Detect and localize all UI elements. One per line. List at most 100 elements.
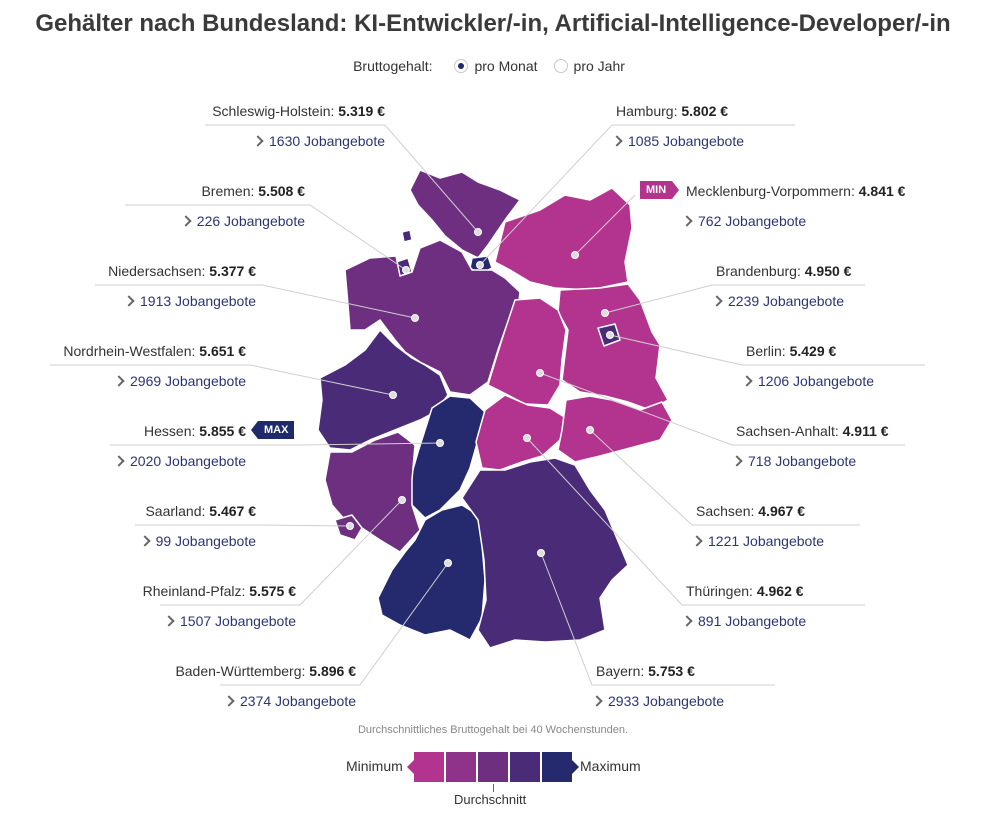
jobs-text-hh[interactable]: 1085 Jobangebote	[628, 133, 744, 149]
state-salary-bb: 4.950 €	[804, 263, 852, 279]
jobs-text-sl[interactable]: 99 Jobangebote	[155, 533, 256, 549]
salary-period-label: Bruttogehalt:	[353, 58, 433, 74]
connector-sachsen-anhalt	[539, 372, 905, 446]
radio-pro-jahr-label[interactable]: pro Jahr	[573, 58, 625, 74]
radio-pro-monat-label[interactable]: pro Monat	[474, 58, 538, 74]
jobs-text-rp[interactable]: 1507 Jobangebote	[180, 613, 296, 629]
chevron-right-icon	[711, 295, 723, 307]
jobs-text-nw[interactable]: 2969 Jobangebote	[130, 373, 246, 389]
state-salary-hh: 5.802 €	[681, 103, 729, 119]
label-hessen: Hessen: 5.855 €	[144, 423, 246, 439]
state-salary-rp: 5.575 €	[249, 583, 296, 599]
jobs-link-sh[interactable]: 1630 Jobangebote	[252, 133, 385, 149]
state-name-bw: Baden-Württemberg:	[175, 663, 306, 679]
legend-max-label: Maximum	[580, 758, 641, 774]
salary-period-selector: Bruttogehalt: pro Monat pro Jahr	[0, 58, 986, 74]
state-name-th: Thüringen:	[686, 583, 753, 599]
jobs-link-hh[interactable]: 1085 Jobangebote	[611, 133, 744, 149]
jobs-link-by[interactable]: 2933 Jobangebote	[591, 693, 724, 709]
state-mecklenburg-vorpommern[interactable]	[494, 187, 633, 291]
label-nordrhein-westfalen: Nordrhein-Westfalen: 5.651 €	[63, 343, 246, 359]
anchor-dot-th	[523, 434, 531, 442]
jobs-text-bw[interactable]: 2374 Jobangebote	[240, 693, 356, 709]
jobs-link-nw[interactable]: 2969 Jobangebote	[113, 373, 246, 389]
jobs-text-ni[interactable]: 1913 Jobangebote	[140, 293, 256, 309]
min-badge: MIN	[640, 181, 680, 199]
state-name-st: Sachsen-Anhalt:	[736, 423, 839, 439]
state-brandenburg[interactable]	[557, 283, 669, 411]
jobs-text-sh[interactable]: 1630 Jobangebote	[269, 133, 385, 149]
chevron-right-icon	[252, 135, 264, 147]
jobs-link-st[interactable]: 718 Jobangebote	[731, 453, 857, 469]
state-bremen-bremerhaven[interactable]	[401, 229, 413, 243]
jobs-text-st[interactable]: 718 Jobangebote	[748, 453, 857, 469]
state-hessen[interactable]	[409, 395, 486, 519]
legend-swatch-3	[478, 752, 508, 782]
connector-niedersachsen	[95, 284, 416, 319]
anchor-dot-bw	[444, 559, 452, 567]
state-sachsen-anhalt[interactable]	[487, 297, 567, 406]
state-baden-wuerttemberg[interactable]	[377, 504, 486, 641]
state-schleswig-holstein[interactable]	[409, 169, 521, 259]
anchor-dot-hh	[476, 261, 484, 269]
chevron-right-icon	[681, 215, 693, 227]
jobs-link-he[interactable]: 2020 Jobangebote	[113, 453, 246, 469]
state-name-mv: Mecklenburg-Vorpommern:	[686, 183, 855, 199]
radio-pro-monat[interactable]: pro Monat	[454, 58, 538, 74]
anchor-dot-by	[537, 549, 545, 557]
jobs-link-th[interactable]: 891 Jobangebote	[681, 613, 807, 629]
jobs-link-hb[interactable]: 226 Jobangebote	[180, 213, 305, 229]
label-sachsen-anhalt: Sachsen-Anhalt: 4.911 €	[736, 423, 889, 439]
chevron-right-icon	[591, 695, 603, 707]
jobs-link-be[interactable]: 1206 Jobangebote	[741, 373, 874, 389]
jobs-link-rp[interactable]: 1507 Jobangebote	[163, 613, 296, 629]
connector-hamburg	[479, 124, 795, 266]
state-salary-nw: 5.651 €	[199, 343, 246, 359]
jobs-link-mv[interactable]: 762 Jobangebote	[681, 213, 807, 229]
jobs-text-th[interactable]: 891 Jobangebote	[698, 613, 807, 629]
state-thueringen[interactable]	[475, 394, 567, 471]
connector-berlin	[609, 334, 925, 366]
jobs-text-by[interactable]: 2933 Jobangebote	[608, 693, 724, 709]
state-salary-sh: 5.319 €	[338, 103, 385, 119]
label-rheinland-pfalz: Rheinland-Pfalz: 5.575 €	[143, 583, 296, 599]
anchor-dot-st	[536, 369, 544, 377]
jobs-text-be[interactable]: 1206 Jobangebote	[758, 373, 874, 389]
legend-swatch-4	[510, 752, 540, 782]
state-salary-mv: 4.841 €	[858, 183, 906, 199]
radio-pro-jahr-dot[interactable]	[553, 59, 568, 73]
jobs-link-sn[interactable]: 1221 Jobangebote	[691, 533, 824, 549]
state-salary-be: 5.429 €	[789, 343, 837, 359]
legend-swatches	[414, 752, 574, 782]
chevron-right-icon	[731, 455, 743, 467]
anchor-dot-he	[436, 439, 444, 447]
state-name-hh: Hamburg:	[616, 103, 678, 119]
jobs-link-bw[interactable]: 2374 Jobangebote	[223, 693, 356, 709]
legend-min-label: Minimum	[346, 758, 403, 774]
jobs-text-sn[interactable]: 1221 Jobangebote	[708, 533, 824, 549]
chevron-right-icon	[223, 695, 235, 707]
label-baden-wuerttemberg: Baden-Württemberg: 5.896 €	[175, 663, 356, 679]
jobs-text-hb[interactable]: 226 Jobangebote	[196, 213, 305, 229]
legend-average-label: Durchschnitt	[454, 792, 527, 807]
connector-bayern	[540, 552, 775, 686]
anchor-dot-ni	[411, 314, 419, 322]
jobs-text-bb[interactable]: 2239 Jobangebote	[728, 293, 844, 309]
radio-pro-monat-dot[interactable]	[454, 59, 469, 73]
state-salary-by: 5.753 €	[648, 663, 695, 679]
state-name-hb: Bremen:	[201, 183, 255, 199]
chevron-right-icon	[113, 375, 125, 387]
jobs-text-he[interactable]: 2020 Jobangebote	[130, 453, 246, 469]
jobs-link-sl[interactable]: 99 Jobangebote	[138, 533, 256, 549]
legend-arrow-left-icon	[407, 760, 414, 774]
state-name-sn: Sachsen:	[696, 503, 755, 519]
legend-swatch-2	[446, 752, 476, 782]
jobs-link-bb[interactable]: 2239 Jobangebote	[711, 293, 844, 309]
footnote: Durchschnittliches Bruttogehalt bei 40 W…	[357, 724, 629, 736]
state-sachsen[interactable]	[557, 395, 673, 463]
label-bremen: Bremen: 5.508 €	[201, 183, 305, 199]
jobs-link-ni[interactable]: 1913 Jobangebote	[123, 293, 256, 309]
jobs-text-mv[interactable]: 762 Jobangebote	[698, 213, 807, 229]
radio-pro-jahr[interactable]: pro Jahr	[553, 58, 625, 74]
